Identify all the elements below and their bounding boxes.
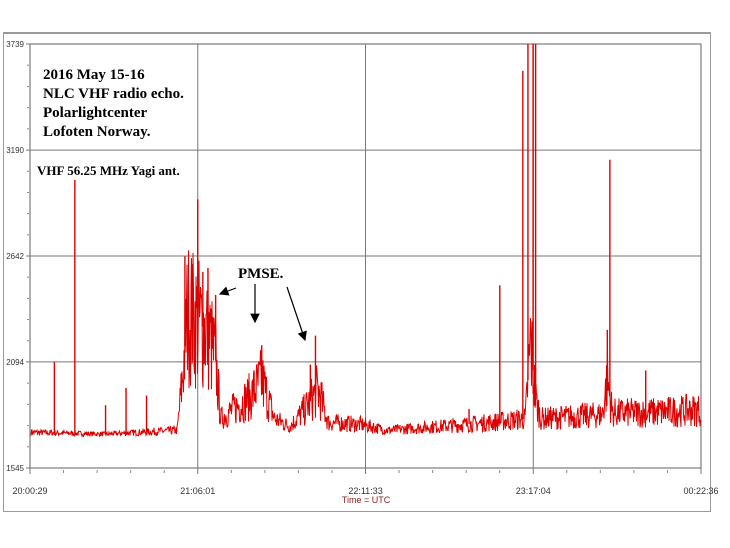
chart-frame xyxy=(3,32,711,512)
antenna-label: VHF 56.25 MHz Yagi ant. xyxy=(37,163,180,178)
title-line: NLC VHF radio echo. xyxy=(43,86,184,102)
y-tick-label: 2094 xyxy=(6,358,24,367)
y-tick-label: 3190 xyxy=(6,146,24,155)
x-tick-label: 22:11:33 xyxy=(348,486,382,496)
y-tick-label: 3739 xyxy=(6,40,24,49)
axis-ticks xyxy=(26,43,702,474)
arrow xyxy=(218,286,237,296)
title-block: 2016 May 15-16 NLC VHF radio echo. Polar… xyxy=(43,66,184,142)
x-tick-label: 20:00:29 xyxy=(12,486,47,496)
x-tick-label: 23:17:04 xyxy=(516,486,551,496)
x-axis-label: Time = UTC xyxy=(342,495,391,505)
series xyxy=(30,44,701,438)
pmse-arrows xyxy=(218,284,307,342)
series-line xyxy=(30,250,701,438)
title-line: Polarlightcenter xyxy=(43,105,148,121)
y-tick-label: 1545 xyxy=(6,464,24,473)
x-tick-label: 21:06:01 xyxy=(180,486,215,496)
y-tick-label: 2642 xyxy=(6,252,24,261)
x-tick-label: 00:22:36 xyxy=(683,486,718,496)
arrow xyxy=(286,286,307,342)
title-line: 2016 May 15-16 xyxy=(43,67,145,83)
pmse-label: PMSE. xyxy=(238,266,284,282)
title-line: Lofoten Norway. xyxy=(43,124,151,140)
